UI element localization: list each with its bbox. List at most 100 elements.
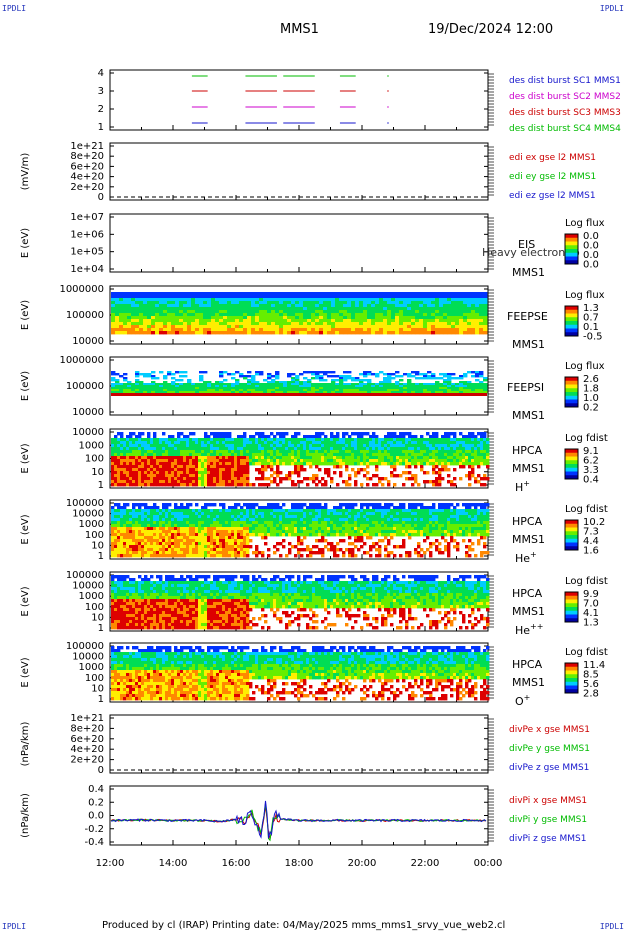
panel-frame xyxy=(109,142,489,201)
y-tick-label: 0 xyxy=(98,765,104,776)
y-tick-label: 8e+20 xyxy=(70,723,104,734)
y-tick-label: 1e+05 xyxy=(70,247,104,258)
corner-label-top-left: IPDLI xyxy=(2,4,27,13)
colorbar xyxy=(564,376,579,408)
spacecraft-label: MMS1 xyxy=(512,462,545,475)
colorbar-tick-label: 2.6 xyxy=(583,374,599,385)
y-tick-label: -0.4 xyxy=(84,837,104,848)
y-tick-label: 2 xyxy=(98,104,104,115)
divpi-series-line xyxy=(110,803,487,842)
colorbar-tick-label: 9.9 xyxy=(583,589,599,600)
species-label: He++ xyxy=(515,622,543,637)
legend-entry: des dist burst SC1 MMS1 xyxy=(509,76,621,86)
y-axis-label: E (eV) xyxy=(20,657,31,687)
legend-entry: divPe x gse MMS1 xyxy=(509,725,590,735)
legend-entry: divPi z gse MMS1 xyxy=(509,834,586,844)
y-tick-label: 10 xyxy=(91,612,104,623)
y-axis-label: (nPa/km) xyxy=(20,793,31,838)
spacecraft-label: MMS1 xyxy=(512,533,545,546)
y-tick-label: 100000 xyxy=(66,310,104,321)
colorbar-tick-label: 10.2 xyxy=(583,517,605,528)
y-axis-label: E (eV) xyxy=(20,371,31,401)
feepsi-low-energy-band xyxy=(111,393,487,396)
feepse-spectrogram xyxy=(111,292,488,335)
y-tick-label: 3 xyxy=(98,86,104,97)
y-tick-label: 1000 xyxy=(79,519,104,530)
spacecraft-label: MMS1 xyxy=(512,409,545,422)
y-tick-label: 1000 xyxy=(79,591,104,602)
y-tick-label: 10000 xyxy=(72,407,104,418)
instrument-label: FEEPSI xyxy=(507,381,544,394)
y-tick-label: 2e+20 xyxy=(70,182,104,193)
y-tick-label: 4e+20 xyxy=(70,744,104,755)
y-tick-label: 1e+21 xyxy=(70,141,104,152)
colorbar xyxy=(564,233,579,265)
colorbar-tick-label: 1.8 xyxy=(583,384,599,395)
y-tick-label: 0.2 xyxy=(88,797,104,808)
y-tick-label: 1 xyxy=(98,623,104,634)
y-axis-label: E (eV) xyxy=(20,300,31,330)
panel-11: (nPa/km) -0.4 -0.2 0.0 0.2 0.4 divPi x gse MMS… xyxy=(20,784,587,848)
panel-frame xyxy=(109,785,489,846)
colorbar-tick-label: 1.6 xyxy=(583,546,599,557)
hpca-spectrogram xyxy=(111,646,490,701)
colorbar-tick-label: 6.2 xyxy=(583,456,599,467)
species-label: He+ xyxy=(515,550,537,565)
colorbar-tick-label: 5.6 xyxy=(583,679,599,690)
y-tick-label: 100 xyxy=(85,602,104,613)
y-tick-label: 1 xyxy=(98,122,104,133)
panel-4: E (eV) 10000 100000 1000000 FEEPSE MMS1 Log fl… xyxy=(20,284,605,351)
colorbar-tick-label: 7.3 xyxy=(583,527,599,538)
y-tick-label: 6e+20 xyxy=(70,734,104,745)
panel-frame xyxy=(109,714,489,774)
instrument-label: EIS xyxy=(518,238,535,251)
colorbar-tick-label: 2.8 xyxy=(583,689,599,700)
colorbar-tick-label: 0.0 xyxy=(583,260,599,271)
instrument-sublabel: Heavy electron to xyxy=(482,246,580,259)
colorbar-tick-label: 0.1 xyxy=(583,322,599,333)
y-axis-label: E (eV) xyxy=(20,514,31,544)
species-label: H+ xyxy=(515,479,530,494)
footer-credit: Produced by cl (IRAP) Printing date: 04/… xyxy=(102,920,506,931)
colorbar-tick-label: 4.1 xyxy=(583,608,599,619)
colorbar-tick-label: 9.1 xyxy=(583,446,599,457)
panel-5: E (eV) 10000 100000 1000000 FEEPSI MMS1 Log fl… xyxy=(20,355,605,422)
y-tick-label: 1000000 xyxy=(59,355,104,366)
y-tick-label: 10000 xyxy=(72,427,104,438)
y-tick-label: 1 xyxy=(98,551,104,562)
corner-label-bottom-right: IPDLI xyxy=(599,922,624,931)
colorbar-title: Log fdist xyxy=(565,647,608,658)
panel-6: E (eV) 1 10 100 1000 10000 HPCA MMS1 H+ Log fdist… xyxy=(20,427,608,494)
y-axis-label: E (eV) xyxy=(20,586,31,616)
y-tick-label: 10 xyxy=(91,540,104,551)
legend-entry: des dist burst SC4 MMS4 xyxy=(509,124,621,134)
y-tick-label: 10000 xyxy=(72,509,104,520)
y-tick-label: 1000 xyxy=(79,440,104,451)
hpca-spectrogram xyxy=(111,432,490,487)
y-tick-label: 100 xyxy=(85,454,104,465)
colorbar-title: Log fdist xyxy=(565,504,608,515)
corner-label-bottom-left: IPDLI xyxy=(2,922,27,931)
y-tick-label: -0.2 xyxy=(84,824,104,835)
spacecraft-label: MMS1 xyxy=(512,605,545,618)
legend-entry: divPi y gse MMS1 xyxy=(509,815,587,825)
panel-frame xyxy=(109,213,489,273)
legend-entry: des dist burst SC3 MMS3 xyxy=(509,108,621,118)
instrument-label: HPCA xyxy=(512,658,543,671)
colorbar-tick-label: 0.2 xyxy=(583,403,599,414)
colorbar-tick-label: -0.5 xyxy=(583,332,603,343)
y-tick-label: 10000 xyxy=(72,336,104,347)
instrument-label: FEEPSE xyxy=(507,310,548,323)
colorbar xyxy=(564,519,579,551)
y-tick-label: 6e+20 xyxy=(70,161,104,172)
y-tick-label: 100000 xyxy=(66,381,104,392)
divpi-series-line xyxy=(111,800,487,839)
panel-frame xyxy=(109,69,489,131)
colorbar-tick-label: 0.0 xyxy=(583,241,599,252)
legend-entry: edi ex gse l2 MMS1 xyxy=(509,153,596,163)
colorbar-tick-label: 1.0 xyxy=(583,393,599,404)
